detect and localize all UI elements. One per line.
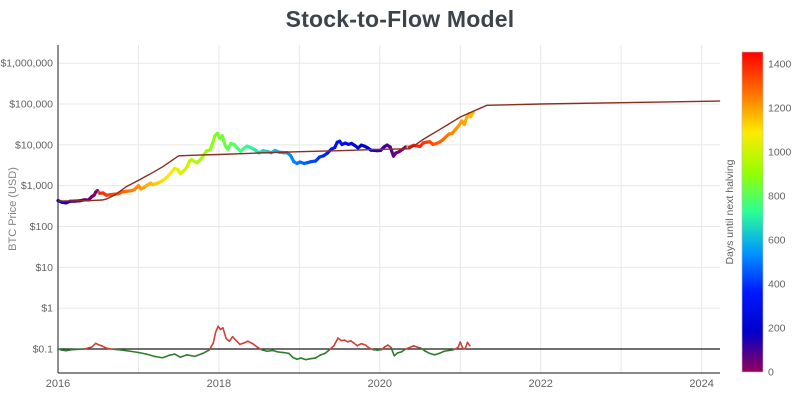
svg-text:2016: 2016 <box>46 378 70 390</box>
colorbar <box>741 51 764 373</box>
gridlines <box>57 45 720 373</box>
btc-price-line <box>56 111 475 205</box>
svg-text:$0.1: $0.1 <box>33 344 54 356</box>
chart-title: Stock-to-Flow Model <box>285 6 515 32</box>
divergence-line <box>57 325 471 361</box>
y-axis-title: BTC Price (USD) <box>7 167 19 251</box>
x-axis-tick-labels: 2016 2018 2020 2022 2024 <box>46 378 714 390</box>
svg-text:$1: $1 <box>41 303 53 315</box>
svg-text:400: 400 <box>768 278 786 290</box>
svg-text:$10,000: $10,000 <box>15 139 53 151</box>
svg-text:0: 0 <box>768 367 774 379</box>
axis-lines <box>57 45 720 374</box>
svg-text:1000: 1000 <box>768 146 792 158</box>
colorbar-tick-labels: 0 200 400 600 800 1000 1200 1400 <box>768 58 792 378</box>
y-axis-tick-labels: $1,000,000 $100,000 $10,000 $1,000 $100 $10 $1… <box>0 58 53 356</box>
svg-text:800: 800 <box>768 190 786 202</box>
svg-text:$1,000: $1,000 <box>21 180 53 192</box>
svg-text:$100,000: $100,000 <box>9 99 53 111</box>
model-line <box>57 100 721 202</box>
svg-text:600: 600 <box>768 234 786 246</box>
svg-text:$100: $100 <box>30 221 54 233</box>
colorbar-title: Days until next halving <box>724 159 736 264</box>
svg-text:$10: $10 <box>35 262 53 274</box>
svg-text:2022: 2022 <box>528 378 552 390</box>
svg-text:1400: 1400 <box>768 58 792 70</box>
svg-text:200: 200 <box>768 322 786 334</box>
svg-text:2024: 2024 <box>689 378 713 390</box>
svg-text:1200: 1200 <box>768 102 792 114</box>
svg-text:2020: 2020 <box>368 378 392 390</box>
svg-text:2018: 2018 <box>207 378 231 390</box>
svg-text:$1,000,000: $1,000,000 <box>0 58 53 70</box>
